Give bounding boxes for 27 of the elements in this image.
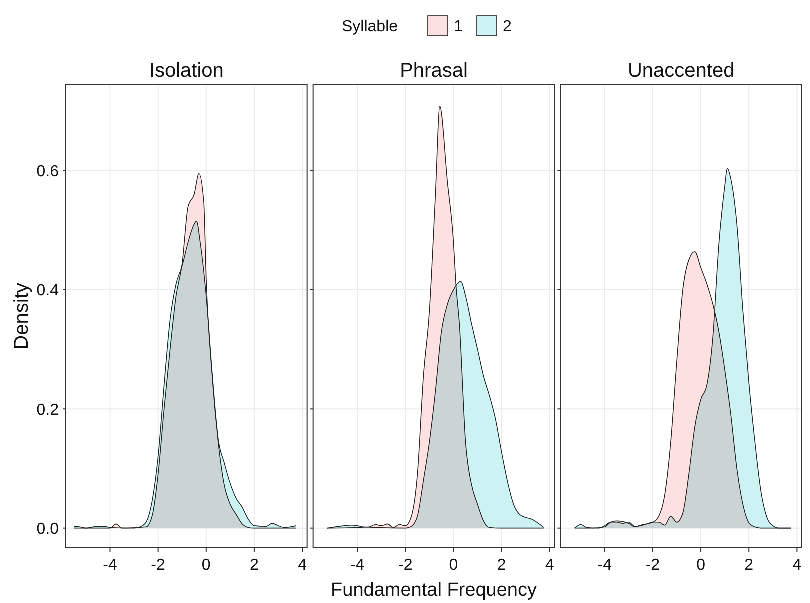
legend-title: Syllable bbox=[342, 18, 398, 36]
y-tick-label: 0.0 bbox=[36, 520, 60, 538]
chart-title: Phrasal bbox=[400, 60, 468, 82]
x-tick-label: 2 bbox=[497, 557, 506, 574]
x-tick-label: 0 bbox=[696, 557, 706, 574]
legend-label: 1 bbox=[454, 18, 463, 36]
x-tick-label: 0 bbox=[449, 557, 458, 574]
chart-title: Unaccented bbox=[628, 60, 735, 82]
x-tick-label: -2 bbox=[398, 557, 413, 574]
x-axis-title: Fundamental Frequency bbox=[331, 580, 538, 601]
legend-label: 2 bbox=[503, 18, 512, 36]
x-tick-label: -4 bbox=[598, 557, 612, 574]
x-tick-label: 4 bbox=[545, 557, 554, 574]
x-tick-label: 4 bbox=[792, 557, 802, 574]
x-tick-label: 2 bbox=[744, 557, 754, 574]
x-tick-label: -4 bbox=[103, 557, 118, 574]
y-tick-label: 0.4 bbox=[36, 282, 60, 300]
x-tick-label: -4 bbox=[350, 557, 365, 574]
x-tick-label: 4 bbox=[298, 557, 308, 574]
x-tick-label: -2 bbox=[151, 557, 166, 574]
chart-title: Isolation bbox=[149, 60, 224, 82]
x-tick-label: 2 bbox=[250, 557, 259, 574]
x-tick-label: 0 bbox=[202, 557, 211, 574]
x-tick-label: -2 bbox=[646, 557, 660, 574]
y-tick-label: 0.6 bbox=[36, 163, 60, 180]
y-axis-title: Density bbox=[11, 283, 33, 350]
y-tick-label: 0.2 bbox=[36, 402, 60, 419]
